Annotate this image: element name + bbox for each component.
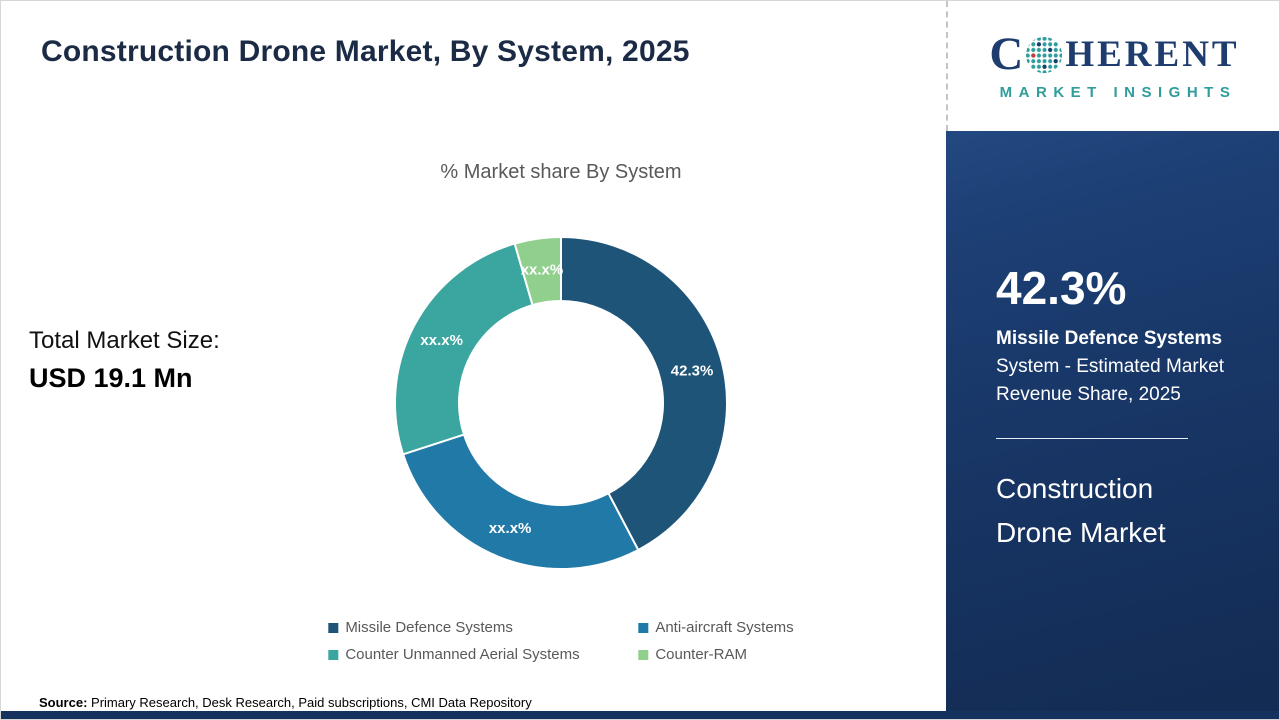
market-name: Construction Drone Market: [996, 472, 1166, 549]
slice-label: xx.x%: [489, 520, 532, 537]
donut-segment: [560, 235, 728, 552]
legend-label: Missile Defence Systems: [345, 619, 513, 636]
brand-logo: C HERENT MARKET INSIGHTS: [946, 1, 1279, 131]
legend-color-swatch: [638, 622, 649, 633]
legend-label: Anti-aircraft Systems: [655, 619, 794, 636]
stat-value: 42.3%: [996, 262, 1127, 314]
brand-letter-c: C: [989, 28, 1024, 80]
total-market-size: Total Market Size: USD 19.1 Mn: [29, 327, 220, 394]
page-title: Construction Drone Market, By System, 20…: [41, 35, 690, 68]
source-text: Primary Research, Desk Research, Paid su…: [87, 695, 532, 710]
donut-segment: [394, 242, 534, 456]
source-note: Source: Primary Research, Desk Research,…: [39, 695, 532, 710]
brand-tagline: MARKET INSIGHTS: [999, 84, 1237, 101]
brand-wordmark: C HERENT: [989, 31, 1239, 78]
legend-color-swatch: [638, 649, 649, 660]
divider: [996, 437, 1188, 439]
legend-item: Counter-RAM: [638, 646, 793, 663]
slice-label: 42.3%: [671, 363, 714, 380]
legend-item: Missile Defence Systems: [328, 619, 628, 636]
legend-item: Counter Unmanned Aerial Systems: [328, 646, 628, 663]
sidebar: C HERENT MARKET INSIGHTS: [946, 1, 1279, 719]
slice-label: xx.x%: [420, 332, 463, 349]
highlight-stat: 42.3% Missile Defence Systems System - E…: [996, 261, 1234, 556]
donut-segment: [513, 235, 562, 307]
chart-legend: Missile Defence Systems Anti-aircraft Sy…: [328, 619, 794, 663]
donut-chart: 42.3% xx.x% xx.x% xx.x%: [394, 235, 728, 570]
slice-label: xx.x%: [521, 261, 564, 278]
total-market-size-label: Total Market Size:: [29, 327, 220, 354]
total-market-size-value: USD 19.1 Mn: [29, 363, 193, 393]
legend-color-swatch: [328, 622, 339, 633]
main-content: Construction Drone Market, By System, 20…: [1, 1, 946, 719]
stat-segment-name: Missile Defence Systems: [996, 328, 1223, 349]
legend-item: Anti-aircraft Systems: [638, 619, 794, 636]
brand-letters-rest: HERENT: [1065, 34, 1240, 75]
donut-segment: [401, 433, 640, 570]
stat-description: System - Estimated Market Revenue Share,…: [996, 355, 1225, 406]
legend-label: Counter Unmanned Aerial Systems: [345, 646, 580, 663]
source-label: Source:: [39, 695, 88, 710]
chart-subtitle: % Market share By System: [440, 161, 682, 183]
bottom-accent-bar: [1, 711, 1279, 719]
globe-icon: [1026, 36, 1063, 73]
legend-label: Counter-RAM: [655, 646, 748, 663]
legend-color-swatch: [328, 649, 339, 660]
